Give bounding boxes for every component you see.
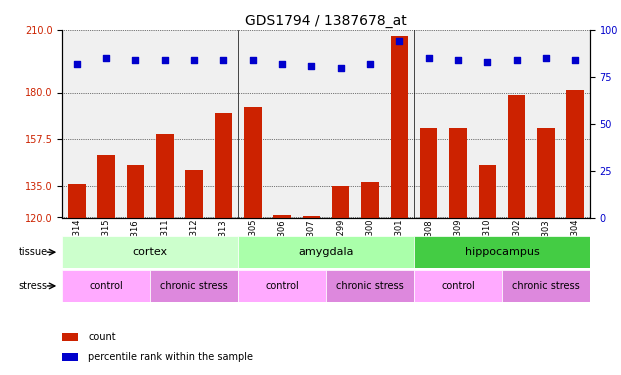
Bar (566, 90, 584, 218)
FancyBboxPatch shape (502, 270, 590, 302)
Bar (215, 113, 232, 218)
Bar (244, 107, 261, 218)
Text: chronic stress: chronic stress (160, 281, 228, 291)
Point (219, 57, 229, 63)
Bar (479, 165, 496, 218)
Bar (420, 128, 437, 218)
FancyBboxPatch shape (62, 270, 150, 302)
FancyBboxPatch shape (326, 270, 414, 302)
Text: control: control (89, 281, 123, 291)
Text: amygdala: amygdala (298, 247, 354, 257)
Point (541, 55, 551, 61)
FancyBboxPatch shape (414, 236, 590, 268)
FancyBboxPatch shape (414, 270, 502, 302)
Point (394, 38, 404, 44)
Text: percentile rank within the sample: percentile rank within the sample (89, 352, 253, 362)
Text: stress: stress (19, 281, 47, 291)
Bar (156, 134, 173, 218)
FancyBboxPatch shape (150, 270, 238, 302)
Point (277, 61, 287, 67)
Text: hippocampus: hippocampus (465, 247, 540, 257)
Point (336, 64, 346, 70)
Point (189, 57, 199, 63)
Point (365, 61, 375, 67)
Point (512, 57, 522, 63)
Bar (185, 170, 203, 217)
Bar (537, 128, 555, 218)
Point (453, 57, 463, 63)
Bar (361, 182, 379, 218)
Bar (302, 216, 320, 217)
Bar (391, 36, 408, 218)
Text: control: control (441, 281, 475, 291)
Bar (97, 155, 115, 218)
Point (130, 57, 140, 63)
Point (306, 63, 316, 69)
Point (483, 59, 492, 65)
Title: GDS1794 / 1387678_at: GDS1794 / 1387678_at (245, 13, 407, 28)
Text: control: control (265, 281, 299, 291)
Point (160, 57, 170, 63)
Bar (508, 94, 525, 218)
Point (101, 55, 111, 61)
Bar (68, 184, 86, 218)
Point (248, 57, 258, 63)
FancyBboxPatch shape (238, 270, 326, 302)
Bar (332, 186, 350, 218)
FancyBboxPatch shape (238, 236, 414, 268)
Text: cortex: cortex (132, 247, 168, 257)
Bar (62, 333, 78, 340)
Text: count: count (89, 332, 116, 342)
Point (424, 55, 433, 61)
Text: tissue: tissue (18, 247, 47, 257)
Text: chronic stress: chronic stress (336, 281, 404, 291)
Bar (273, 215, 291, 217)
Point (72, 61, 82, 67)
Bar (449, 128, 467, 218)
FancyBboxPatch shape (62, 236, 238, 268)
Text: chronic stress: chronic stress (512, 281, 580, 291)
Bar (127, 165, 144, 218)
Point (570, 57, 580, 63)
Bar (62, 353, 78, 361)
